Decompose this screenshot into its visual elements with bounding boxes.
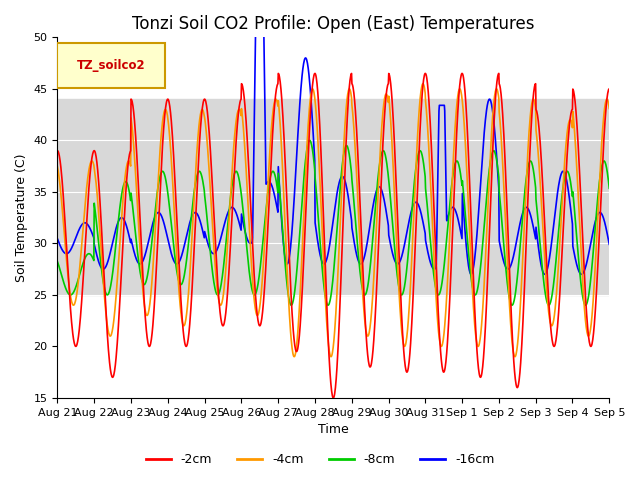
FancyBboxPatch shape	[58, 43, 165, 88]
Title: Tonzi Soil CO2 Profile: Open (East) Temperatures: Tonzi Soil CO2 Profile: Open (East) Temp…	[132, 15, 534, 33]
Y-axis label: Soil Temperature (C): Soil Temperature (C)	[15, 154, 28, 282]
Bar	[58, 99, 609, 295]
X-axis label: Time: Time	[318, 423, 349, 436]
Text: TZ_soilco2: TZ_soilco2	[77, 59, 146, 72]
Legend: -2cm, -4cm, -8cm, -16cm: -2cm, -4cm, -8cm, -16cm	[141, 448, 499, 471]
